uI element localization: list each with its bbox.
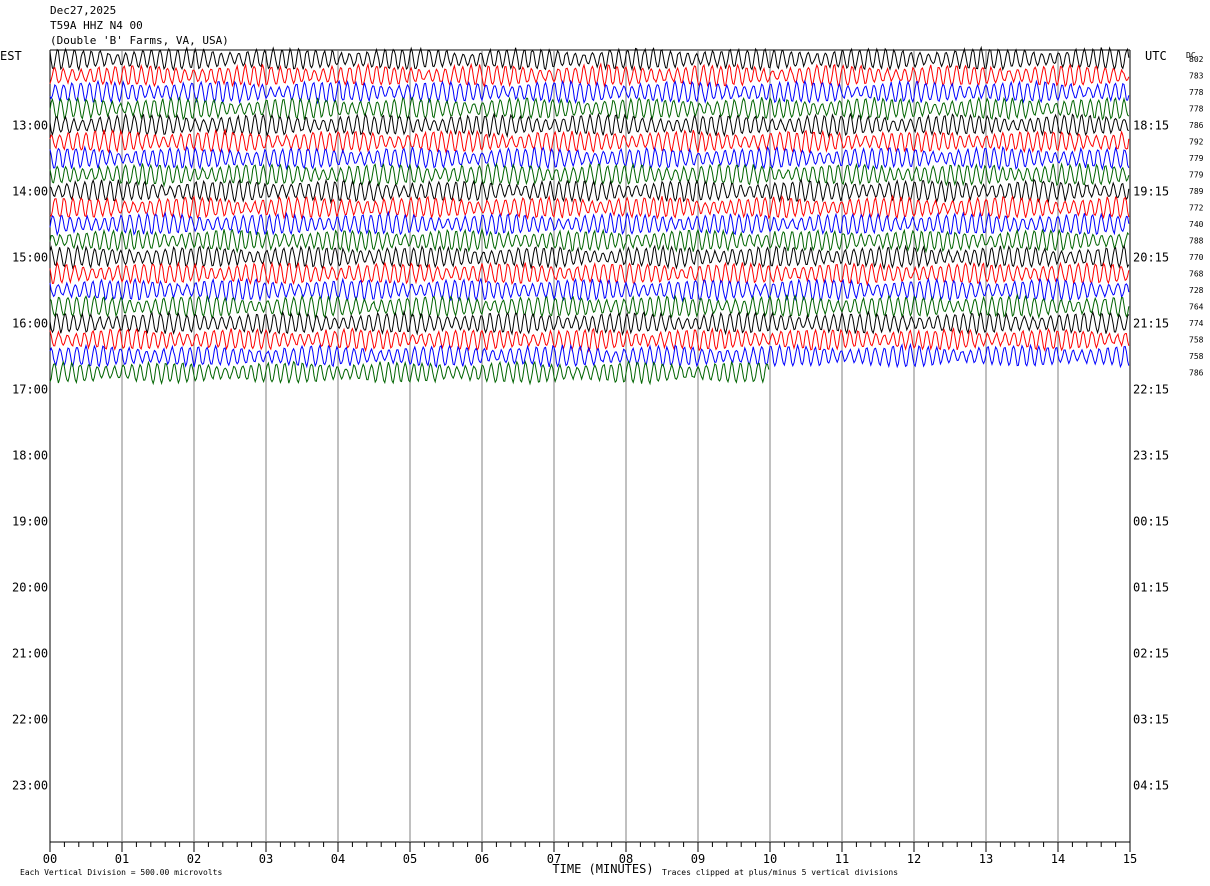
- left-hour-label: 22:00: [12, 713, 48, 727]
- location-label: (Double 'B' Farms, VA, USA): [50, 34, 229, 47]
- x-tick-label: 02: [187, 852, 201, 866]
- right-hour-label: 21:15: [1133, 317, 1169, 331]
- x-tick-label: 05: [403, 852, 417, 866]
- left-hour-label: 14:00: [12, 185, 48, 199]
- dc-offset-label: 764: [1189, 303, 1204, 312]
- dc-offset-label: 786: [1189, 121, 1204, 130]
- minute-gridlines: [49, 49, 1131, 852]
- x-tick-label: 03: [259, 852, 273, 866]
- right-hour-label: 23:15: [1133, 449, 1169, 463]
- x-tick-label: 08: [619, 852, 633, 866]
- x-tick-label: 15: [1123, 852, 1137, 866]
- right-hour-label: 20:15: [1133, 251, 1169, 265]
- right-hour-label: 22:15: [1133, 383, 1169, 397]
- dc-offset-label: 740: [1189, 220, 1204, 229]
- left-hour-label: 19:00: [12, 515, 48, 529]
- right-hour-label: 19:15: [1133, 185, 1169, 199]
- left-hour-label: 20:00: [12, 581, 48, 595]
- seismic-trace: [49, 178, 1130, 205]
- seismic-trace: [49, 277, 1130, 303]
- dc-offset-label: 779: [1189, 154, 1204, 163]
- dc-label: DC: [1186, 51, 1196, 60]
- right-hour-label: 00:15: [1133, 515, 1169, 529]
- seismic-trace: [49, 310, 1130, 337]
- x-tick-label: 04: [331, 852, 345, 866]
- seismic-trace: [49, 210, 1130, 237]
- x-tick-label: 10: [763, 852, 777, 866]
- right-hour-label: 18:15: [1133, 119, 1169, 133]
- x-tick-label: 06: [475, 852, 489, 866]
- est-zone-label: EST: [0, 49, 22, 63]
- dc-offset-label: 802: [1189, 55, 1204, 64]
- seismic-trace: [49, 162, 1130, 188]
- station-label: T59A HHZ N4 00: [50, 19, 143, 32]
- x-tick-label: 01: [115, 852, 129, 866]
- seismic-trace: [49, 62, 1130, 89]
- left-hour-label: 13:00: [12, 119, 48, 133]
- clip-note: Traces clipped at plus/minus 5 vertical …: [662, 868, 898, 877]
- x-tick-label: 09: [691, 852, 705, 866]
- division-note: Each Vertical Division = 500.00 microvol…: [20, 868, 222, 877]
- seismic-trace: [49, 227, 1130, 254]
- seismic-trace: [49, 112, 1130, 139]
- left-hour-label: 23:00: [12, 779, 48, 793]
- seismic-traces: [49, 45, 1130, 386]
- date-label: Dec27,2025: [50, 4, 117, 17]
- x-tick-label: 07: [547, 852, 561, 866]
- x-tick-label: 14: [1051, 852, 1065, 866]
- right-hour-label: 04:15: [1133, 779, 1169, 793]
- left-hour-label: 17:00: [12, 383, 48, 397]
- dc-offset-label: 792: [1189, 138, 1204, 147]
- x-tick-label: 00: [43, 852, 57, 866]
- x-tick-label: 11: [835, 852, 849, 866]
- dc-offset-label: 774: [1189, 319, 1204, 328]
- x-axis-title: TIME (MINUTES): [552, 862, 653, 876]
- right-hour-label: 01:15: [1133, 581, 1169, 595]
- x-tick-label: 12: [907, 852, 921, 866]
- left-hour-label: 21:00: [12, 647, 48, 661]
- seismic-trace: [49, 45, 1130, 72]
- seismic-trace: [49, 194, 1130, 221]
- seismic-trace: [49, 79, 1130, 105]
- seismic-trace: [49, 128, 1130, 155]
- seismic-trace: [49, 96, 1130, 121]
- seismic-trace: [49, 145, 1130, 171]
- dc-offset-label: 768: [1189, 270, 1204, 279]
- axis-labels: 00 01 02 03 04 05 06 07 08 09 10 11 12 13 14 15 13:00 14:…: [0, 49, 1204, 877]
- left-hour-label: 16:00: [12, 317, 48, 331]
- x-tick-label: 13: [979, 852, 993, 866]
- dc-offset-label: 770: [1189, 253, 1204, 262]
- utc-zone-label: UTC: [1145, 49, 1167, 63]
- seismic-trace: [49, 327, 1130, 353]
- left-hour-label: 18:00: [12, 449, 48, 463]
- left-hour-label: 15:00: [12, 251, 48, 265]
- dc-offset-label: 789: [1189, 187, 1204, 196]
- seismic-trace: [49, 342, 1130, 369]
- dc-offset-label: 772: [1189, 204, 1204, 213]
- dc-offset-label: 779: [1189, 171, 1204, 180]
- right-hour-label: 03:15: [1133, 713, 1169, 727]
- dc-offset-label: 758: [1189, 352, 1204, 361]
- seismic-trace: [49, 261, 1130, 287]
- dc-offset-label: 788: [1189, 237, 1204, 246]
- dc-offset-label: 728: [1189, 286, 1204, 295]
- dc-offset-label: 758: [1189, 336, 1204, 345]
- dc-offset-label: 778: [1189, 88, 1204, 97]
- right-hour-label: 02:15: [1133, 647, 1169, 661]
- dc-offset-label: 778: [1189, 105, 1204, 114]
- seismic-trace: [49, 359, 770, 386]
- dc-offset-label: 783: [1189, 72, 1204, 81]
- seismic-trace: [49, 244, 1130, 271]
- seismic-trace: [49, 293, 1130, 320]
- dc-offset-label: 786: [1189, 369, 1204, 378]
